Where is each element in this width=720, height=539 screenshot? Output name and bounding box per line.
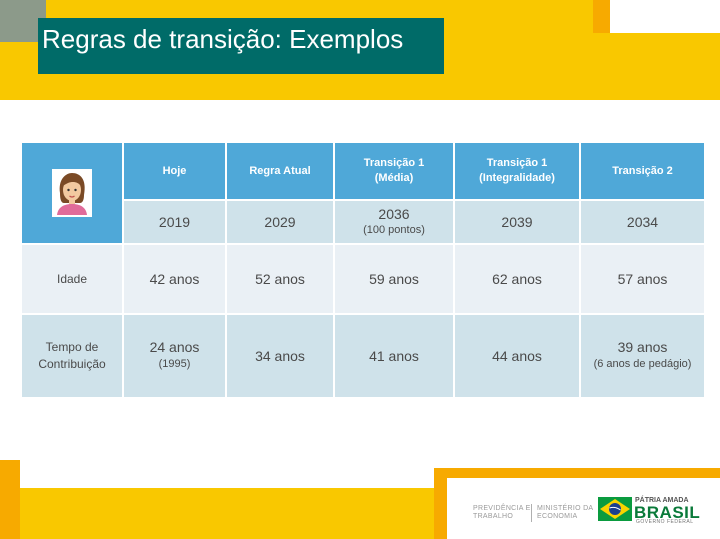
table-year-row: 2019 2029 2036 (100 pontos) 2039 2034: [21, 199, 706, 245]
bottom-left-orange-block: [0, 460, 20, 539]
col-header-regra-atual: Regra Atual: [225, 141, 335, 201]
year-cell: 2034: [579, 199, 706, 245]
table-cell: 34 anos: [225, 313, 335, 399]
footer-divider: [531, 504, 532, 522]
table-cell: 52 anos: [225, 243, 335, 315]
table-cell: 41 anos: [333, 313, 455, 399]
brazil-flag-icon: [598, 497, 632, 526]
slide-title: Regras de transição: Exemplos: [42, 24, 404, 54]
brand-name: BRASIL: [634, 503, 701, 522]
table-cell: 44 anos: [453, 313, 581, 399]
table-cell: 62 anos: [453, 243, 581, 315]
table-row-tempo-contribuicao: Tempo de Contribuição 24 anos (1995) 34 an…: [20, 313, 706, 399]
title-box: Regras de transição: Exemplos: [38, 18, 444, 74]
top-right-white-block: [610, 0, 720, 33]
year-cell: 2029: [225, 199, 335, 245]
col-header-transicao-1-integralidade: Transição 1 (Integralidade): [453, 141, 581, 201]
footer-logo-panel: [447, 478, 720, 539]
col-header-transicao-2: Transição 2: [579, 141, 706, 201]
row-label-tempo-contribuicao: Tempo de Contribuição: [20, 313, 124, 399]
woman-avatar-icon: [52, 169, 92, 217]
transition-rules-table: Hoje Regra Atual Transição 1 (Média) Tran…: [20, 141, 706, 399]
year-cell: 2019: [122, 199, 227, 245]
table-cell: 59 anos: [333, 243, 455, 315]
table-cell: 39 anos (6 anos de pedágio): [579, 313, 706, 399]
row-label-idade: Idade: [20, 243, 124, 315]
brand-subtitle: GOVERNO FEDERAL: [636, 519, 694, 525]
table-row-idade: Idade 42 anos 52 anos 59 anos 62 anos 57…: [20, 243, 706, 315]
ministry-previdencia-label: PREVIDÊNCIA E TRABALHO: [473, 505, 531, 520]
col-header-hoje: Hoje: [122, 141, 227, 201]
ministry-economia-label: MINISTÉRIO DA ECONOMIA: [537, 505, 594, 520]
table-cell: 42 anos: [122, 243, 227, 315]
col-header-transicao-1-media: Transição 1 (Média): [333, 141, 455, 201]
brand-tagline: PÁTRIA AMADA: [635, 497, 689, 504]
year-cell: 2036 (100 pontos): [333, 199, 455, 245]
table-header-row: Hoje Regra Atual Transição 1 (Média) Tran…: [20, 141, 706, 245]
table-cell: 24 anos (1995): [122, 313, 227, 399]
avatar-cell: [20, 141, 124, 245]
table-cell: 57 anos: [579, 243, 706, 315]
year-cell: 2039: [453, 199, 581, 245]
